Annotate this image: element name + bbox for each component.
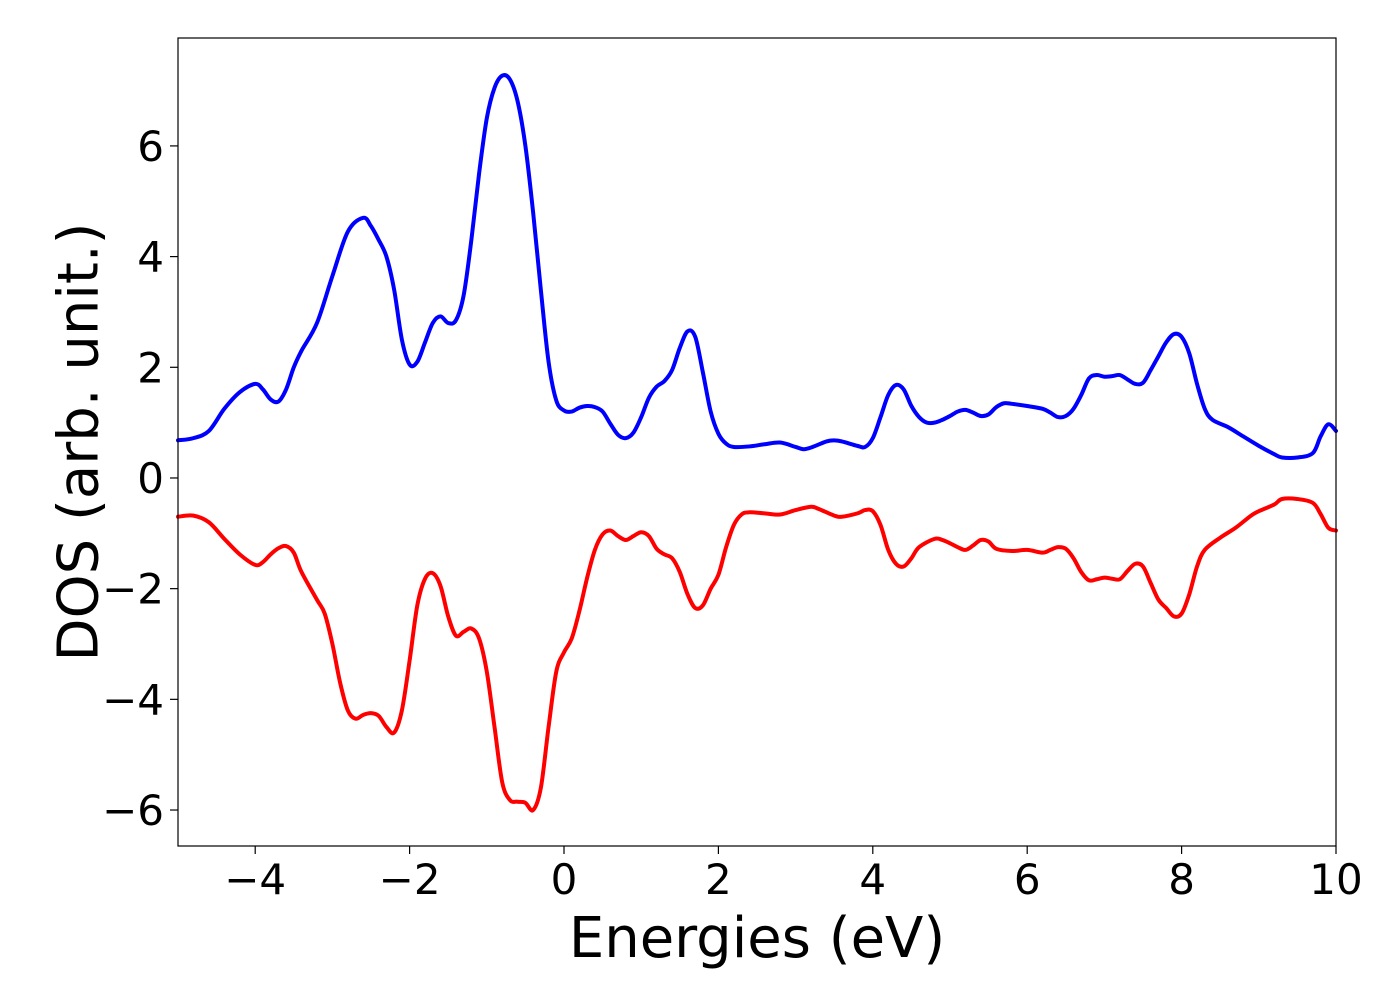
x-tick-label: 10 [1309,855,1362,904]
axes-frame [177,37,1337,847]
x-tick-label: −4 [224,855,286,904]
y-axis-ticks: −6 −4 −2 0 2 4 6 [102,122,178,835]
x-tick-label: 0 [551,855,578,904]
x-tick-label: 2 [705,855,732,904]
y-tick-label: 6 [137,122,164,171]
y-tick-label: 4 [137,233,164,282]
dos-curve-lower [176,496,1338,813]
x-axis-ticks: −4 −2 0 2 4 6 8 10 [224,846,1363,904]
y-tick-label: 0 [137,454,164,503]
series-layer [176,73,1338,813]
x-axis-label: Energies (eV) [569,906,945,971]
y-tick-label: −2 [102,565,164,614]
dos-curve-upper [176,73,1338,460]
x-tick-label: 6 [1014,855,1041,904]
x-tick-label: 8 [1168,855,1195,904]
y-tick-label: −4 [102,675,164,724]
y-axis-label: DOS (arb. unit.) [47,222,112,661]
plot-area: −4 −2 0 2 4 6 8 10 −6 −4 −2 0 2 4 6 [102,37,1363,904]
x-tick-label: −2 [379,855,441,904]
y-tick-label: 2 [137,343,164,392]
x-tick-label: 4 [859,855,886,904]
y-tick-label: −6 [102,786,164,835]
